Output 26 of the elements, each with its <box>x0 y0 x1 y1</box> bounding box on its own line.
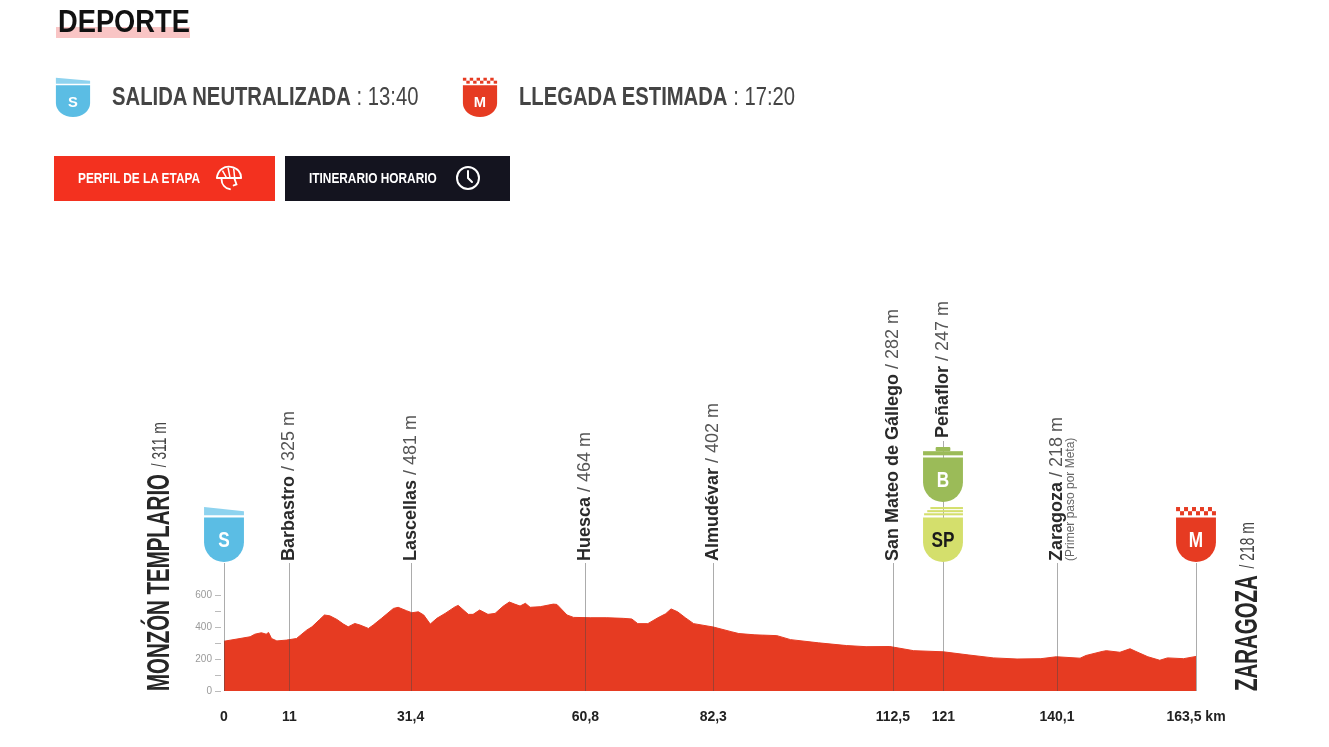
x-tick-label: 60,8 <box>571 708 600 725</box>
y-tick-label: 400 <box>195 620 213 632</box>
x-tick-label: 121 <box>931 708 956 725</box>
text: ITINERARIO HORARIO <box>309 169 437 187</box>
x-tick-label: 11 <box>281 708 297 725</box>
y-tick-label: 600 <box>195 588 213 600</box>
ref-line-label: Almudévar / 402 m <box>702 402 723 561</box>
x-tick-label: 82,3 <box>699 708 728 725</box>
text: LLEGADA ESTIMADA : 17:20 <box>519 82 796 110</box>
ref-line-label: San Mateo de Gállego / 282 m <box>882 308 903 561</box>
y-tick-label: 200 <box>195 652 213 664</box>
ref-line-label: ZARAGOZA / 218 m <box>1228 522 1265 691</box>
x-tick-label: 140,1 <box>1039 708 1075 725</box>
chart-title: DEPORTE <box>58 4 190 39</box>
text: SALIDA NEUTRALIZADA : 13:40 <box>112 82 419 110</box>
text: PERFIL DE LA ETAPA <box>78 169 201 187</box>
ref-line-label: Barbastro / 325 m <box>278 410 299 561</box>
x-tick-label: 163,5 km <box>1166 708 1226 725</box>
x-tick-label: 0 <box>220 708 229 725</box>
ref-line-label: Huesca / 464 m <box>574 431 595 561</box>
ref-line-label: Peñaflor / 247 m <box>932 300 953 438</box>
y-tick-label: 0 <box>206 684 213 696</box>
ref-line-label: MONZÓN TEMPLARIO / 311 m <box>140 422 177 691</box>
x-tick-label: 31,4 <box>397 708 425 725</box>
x-tick-label: 112,5 <box>875 708 911 725</box>
ref-line-label: Lascellas / 481 m <box>400 414 421 561</box>
